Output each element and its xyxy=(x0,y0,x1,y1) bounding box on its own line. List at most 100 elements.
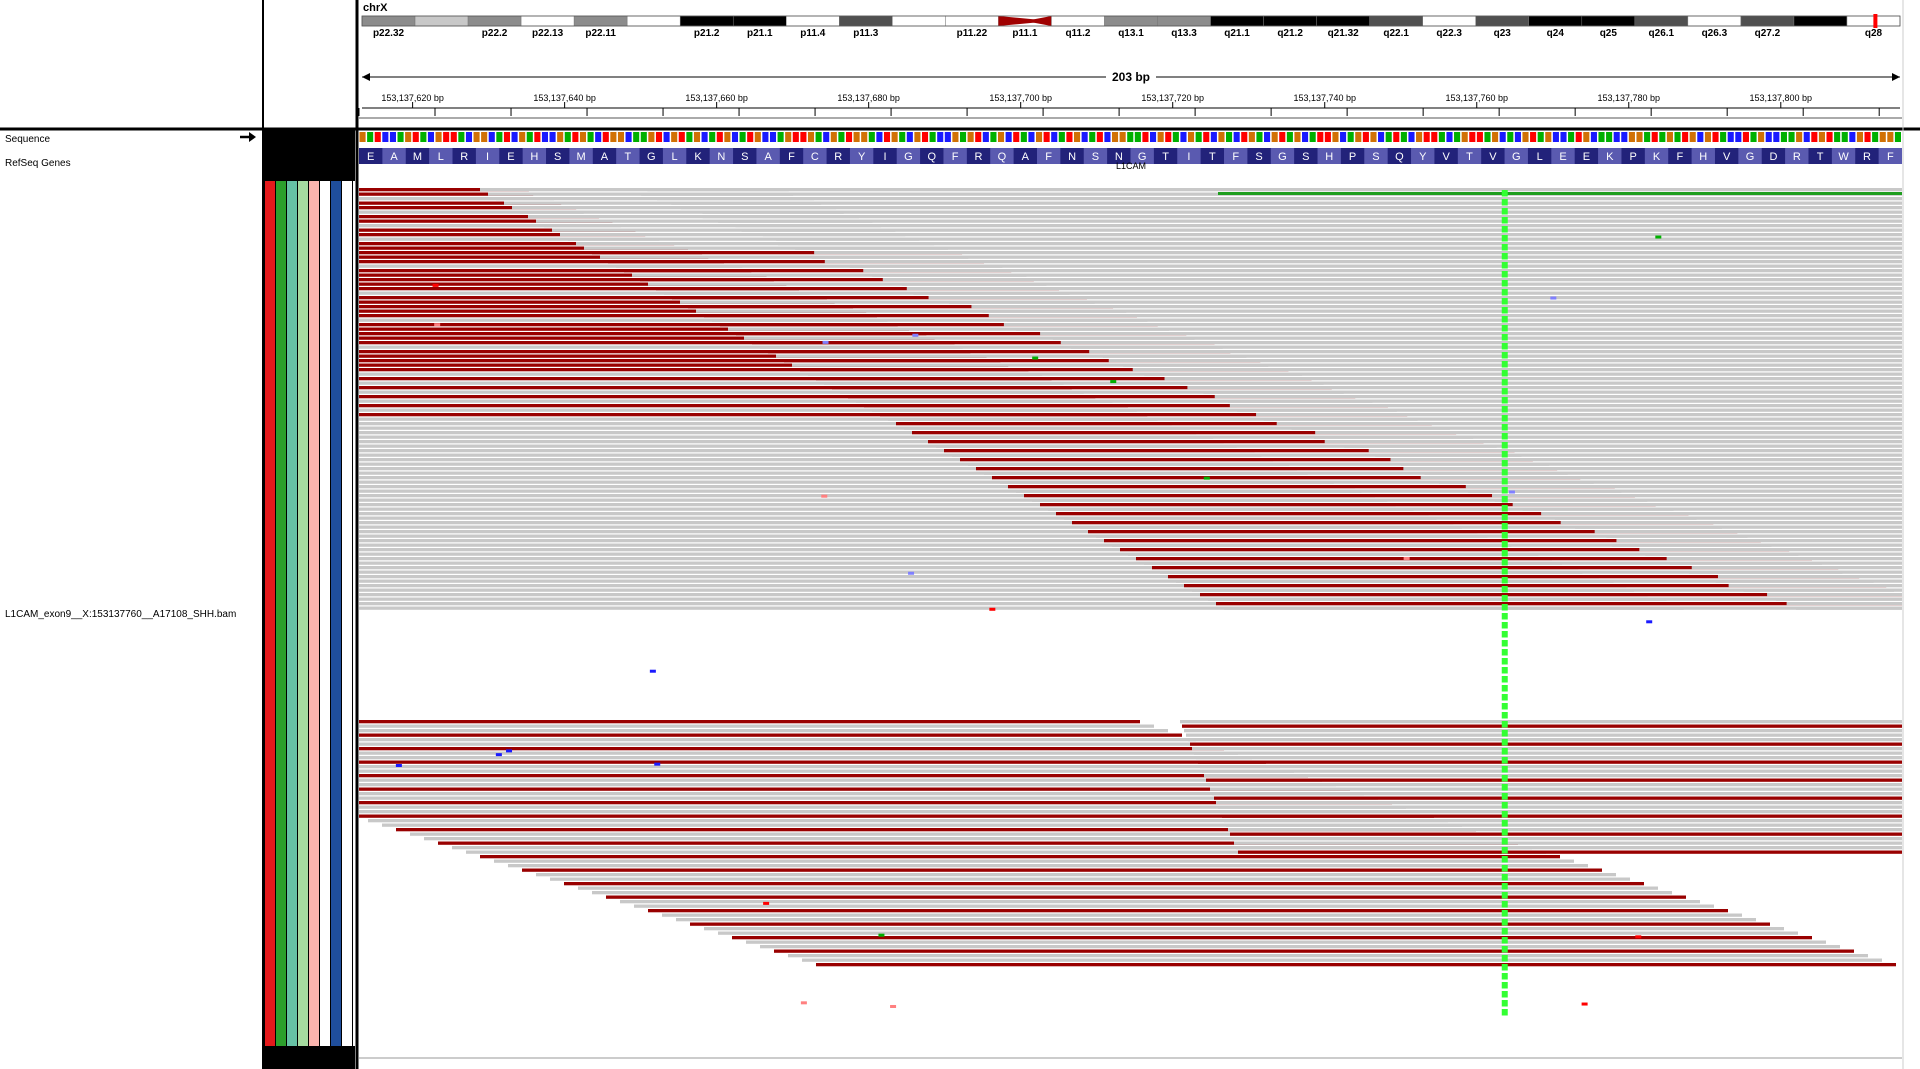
read[interactable] xyxy=(1016,327,1902,331)
read[interactable] xyxy=(1060,341,1902,345)
cytoband[interactable] xyxy=(1528,15,1583,27)
variant-base[interactable] xyxy=(1501,478,1508,485)
variant-base[interactable] xyxy=(1501,316,1508,323)
read[interactable] xyxy=(359,588,1635,592)
read[interactable] xyxy=(1208,597,1902,601)
read[interactable] xyxy=(882,278,1902,282)
read[interactable] xyxy=(1465,485,1902,489)
read[interactable] xyxy=(777,242,1903,246)
read[interactable] xyxy=(1089,350,1902,354)
variant-base[interactable] xyxy=(1501,757,1508,764)
read[interactable] xyxy=(536,873,1616,877)
read[interactable] xyxy=(762,233,1903,237)
read[interactable] xyxy=(359,579,1614,583)
read[interactable] xyxy=(544,224,882,228)
cytoband[interactable] xyxy=(1475,15,1530,27)
variant-base[interactable] xyxy=(1501,631,1508,638)
read[interactable] xyxy=(359,377,1052,381)
read[interactable] xyxy=(1186,733,1902,737)
read[interactable] xyxy=(1313,435,1902,439)
read[interactable] xyxy=(1228,828,1902,832)
read[interactable] xyxy=(1196,756,1902,760)
sample-attribute-cell[interactable] xyxy=(320,181,330,1046)
variant-base[interactable] xyxy=(1501,469,1508,476)
read[interactable] xyxy=(1324,440,1902,444)
read[interactable] xyxy=(359,557,1553,561)
read[interactable] xyxy=(359,273,767,277)
cytoband[interactable] xyxy=(1422,15,1476,27)
splice-junction[interactable] xyxy=(1218,192,1902,195)
read[interactable] xyxy=(359,733,1182,737)
variant-base[interactable] xyxy=(1501,946,1508,953)
read[interactable] xyxy=(359,282,787,286)
read[interactable] xyxy=(359,814,1434,818)
read[interactable] xyxy=(1214,395,1902,399)
read[interactable] xyxy=(1220,810,1902,814)
read[interactable] xyxy=(520,210,844,214)
read[interactable] xyxy=(634,904,1714,908)
variant-base[interactable] xyxy=(1501,586,1508,593)
read[interactable] xyxy=(1229,404,1902,408)
read[interactable] xyxy=(976,467,1558,471)
read[interactable] xyxy=(1132,368,1902,372)
read[interactable] xyxy=(1222,814,1902,818)
bam-track-label[interactable]: L1CAM_exon9__X:153137760__A17108_SHH.bam xyxy=(5,609,236,620)
read[interactable] xyxy=(1230,832,1902,836)
read[interactable] xyxy=(359,805,1406,809)
read[interactable] xyxy=(359,354,987,358)
read[interactable] xyxy=(466,850,1546,854)
read[interactable] xyxy=(1315,431,1902,435)
variant-base[interactable] xyxy=(1501,388,1508,395)
variant-base[interactable] xyxy=(1501,262,1508,269)
variant-base[interactable] xyxy=(1501,811,1508,818)
read[interactable] xyxy=(1192,588,1895,592)
read[interactable] xyxy=(359,305,854,309)
variant-base[interactable] xyxy=(1501,361,1508,368)
cytoband[interactable] xyxy=(1369,15,1423,27)
read[interactable] xyxy=(396,828,1476,832)
variant-base[interactable] xyxy=(1501,964,1508,971)
read[interactable] xyxy=(776,354,1247,358)
read[interactable] xyxy=(896,422,1432,426)
variant-base[interactable] xyxy=(1501,217,1508,224)
read[interactable] xyxy=(359,720,1140,724)
read[interactable] xyxy=(359,566,1579,570)
variant-base[interactable] xyxy=(1501,793,1508,800)
read[interactable] xyxy=(912,431,1457,435)
read[interactable] xyxy=(359,395,1096,399)
read[interactable] xyxy=(1187,386,1902,390)
attribute-panel[interactable] xyxy=(264,129,356,1069)
read[interactable] xyxy=(576,242,935,246)
read[interactable] xyxy=(424,837,1504,841)
cytoband[interactable] xyxy=(1157,15,1211,27)
read[interactable] xyxy=(1767,593,1902,597)
read[interactable] xyxy=(359,738,1196,742)
cytoband[interactable] xyxy=(1793,15,1848,27)
read[interactable] xyxy=(452,846,1532,850)
read[interactable] xyxy=(1728,584,1902,588)
read[interactable] xyxy=(359,426,1190,430)
variant-base[interactable] xyxy=(1501,334,1508,341)
read[interactable] xyxy=(359,251,703,255)
variant-base[interactable] xyxy=(1501,235,1508,242)
variant-base[interactable] xyxy=(1501,640,1508,647)
read[interactable] xyxy=(359,530,1478,534)
read[interactable] xyxy=(359,494,1375,498)
read[interactable] xyxy=(1040,332,1902,336)
read[interactable] xyxy=(560,233,906,237)
read[interactable] xyxy=(359,778,1322,782)
read[interactable] xyxy=(1669,561,1902,565)
variant-base[interactable] xyxy=(1501,1009,1508,1016)
cytoband[interactable] xyxy=(361,15,416,27)
read[interactable] xyxy=(359,363,1009,367)
read[interactable] xyxy=(1616,539,1902,543)
variant-base[interactable] xyxy=(1501,712,1508,719)
read[interactable] xyxy=(982,309,1902,313)
read[interactable] xyxy=(920,435,1474,439)
read[interactable] xyxy=(856,399,1373,403)
read[interactable] xyxy=(1016,489,1622,493)
cytoband[interactable] xyxy=(626,15,681,27)
read[interactable] xyxy=(718,219,1902,223)
read[interactable] xyxy=(848,395,1356,399)
sample-attribute-cell[interactable] xyxy=(331,181,341,1046)
